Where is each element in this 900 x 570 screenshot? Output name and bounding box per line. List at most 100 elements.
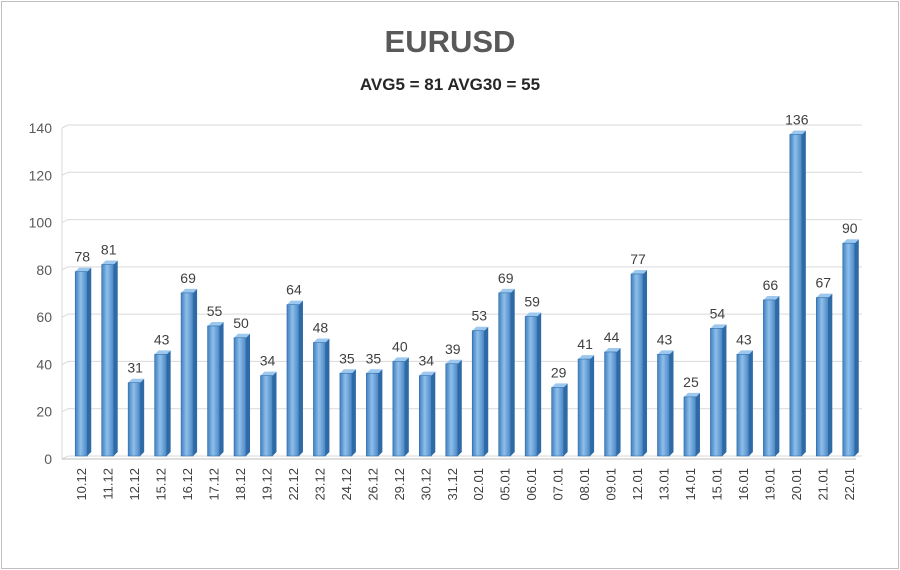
- bar-top: [631, 269, 648, 274]
- data-label: 48: [313, 320, 329, 336]
- bar-top: [234, 333, 251, 338]
- x-tick-label: 11.12: [101, 468, 116, 500]
- data-label: 78: [74, 249, 90, 265]
- data-label: 90: [842, 220, 858, 236]
- bar: [339, 369, 356, 457]
- bar-side: [695, 392, 700, 456]
- gridline-stub: [61, 360, 69, 365]
- bar-front: [683, 396, 697, 457]
- bar-top: [101, 260, 118, 265]
- bar-front: [207, 325, 220, 457]
- x-tick-label: 21.01: [815, 468, 830, 501]
- bar-side: [166, 350, 171, 456]
- x-tick-label: 29.12: [392, 468, 407, 501]
- bar-front: [180, 292, 194, 457]
- bar-front: [524, 316, 538, 457]
- data-label: 59: [524, 294, 540, 310]
- data-label: 40: [392, 338, 408, 354]
- bar: [366, 369, 383, 457]
- bar-side: [431, 371, 436, 456]
- bar: [471, 326, 489, 457]
- bar-front: [260, 375, 273, 457]
- bar: [445, 359, 462, 457]
- bar-top: [578, 355, 595, 360]
- bar-front: [551, 387, 564, 457]
- bar: [842, 239, 859, 457]
- data-label: 31: [127, 360, 143, 376]
- bar: [74, 267, 92, 457]
- bar-front: [233, 337, 247, 457]
- data-label: 25: [683, 374, 699, 390]
- x-tick-label: 16.12: [180, 468, 195, 501]
- bar-top: [419, 371, 436, 376]
- data-label: 77: [630, 251, 646, 267]
- bar-side: [590, 355, 595, 456]
- bar-side: [140, 378, 145, 456]
- data-label: 54: [710, 305, 726, 321]
- bar-front: [286, 304, 300, 457]
- bar-side: [510, 288, 515, 456]
- bar-top: [181, 288, 198, 293]
- x-tick-label: 14.01: [683, 468, 698, 501]
- bar-top: [842, 239, 859, 244]
- bar: [789, 130, 806, 457]
- bar-front: [74, 271, 88, 457]
- bar-top: [286, 300, 303, 305]
- bar: [763, 295, 780, 457]
- bar-side: [828, 293, 833, 456]
- x-tick-label: 18.12: [233, 468, 248, 501]
- bar-top: [525, 312, 542, 317]
- x-tick-label: 02.01: [471, 468, 486, 501]
- bar: [498, 288, 515, 457]
- bar-side: [854, 239, 859, 456]
- x-tick-label: 05.01: [498, 468, 513, 501]
- bar-side: [272, 371, 277, 456]
- bar-side: [351, 369, 356, 456]
- bar-side: [246, 333, 251, 456]
- gridline-stub: [61, 171, 69, 176]
- y-tick-label: 60: [36, 309, 52, 325]
- x-tick-label: 23.12: [312, 468, 327, 501]
- bar-top: [551, 383, 568, 388]
- x-tick-label: 10.12: [74, 468, 89, 501]
- bar: [233, 333, 251, 457]
- data-label: 41: [577, 336, 593, 352]
- bar-top: [816, 293, 833, 298]
- bar-top: [683, 392, 700, 397]
- data-label: 136: [785, 111, 809, 127]
- y-tick-label: 100: [29, 215, 53, 231]
- chart-title: EURUSD: [384, 24, 516, 59]
- gridline-stub: [61, 313, 69, 318]
- data-label: 81: [101, 241, 117, 257]
- data-label: 69: [180, 270, 196, 286]
- bar-front: [339, 372, 353, 457]
- bar-top: [207, 321, 224, 326]
- x-tick-label: 12.12: [127, 468, 142, 501]
- gridlines: [61, 124, 862, 460]
- bar-front: [842, 242, 856, 457]
- bar-top: [498, 288, 515, 293]
- x-tick-label: 16.01: [736, 468, 751, 501]
- gridline-stub: [61, 124, 69, 129]
- data-label: 55: [207, 303, 223, 319]
- bar-side: [87, 267, 92, 456]
- data-labels: 78 81 31 43 69 55 50 34 64 48 35 35 40 34 39 53 69 59 29 41…: [74, 111, 857, 389]
- bar-top: [339, 369, 356, 374]
- bar-side: [113, 260, 118, 456]
- bar-side: [325, 338, 330, 456]
- bar-top: [445, 359, 462, 364]
- bar: [127, 378, 145, 457]
- y-tick-label: 140: [29, 120, 53, 136]
- bar: [286, 300, 303, 457]
- y-tick-label: 80: [36, 262, 52, 278]
- bar-front: [101, 264, 114, 457]
- bar-side: [722, 324, 727, 456]
- bar-top: [472, 326, 489, 331]
- bar-top: [313, 338, 330, 343]
- y-tick-label: 20: [36, 404, 52, 420]
- data-label: 35: [339, 350, 355, 366]
- bar: [657, 350, 674, 457]
- bar-top: [763, 295, 780, 300]
- x-tick-label: 17.12: [207, 468, 222, 501]
